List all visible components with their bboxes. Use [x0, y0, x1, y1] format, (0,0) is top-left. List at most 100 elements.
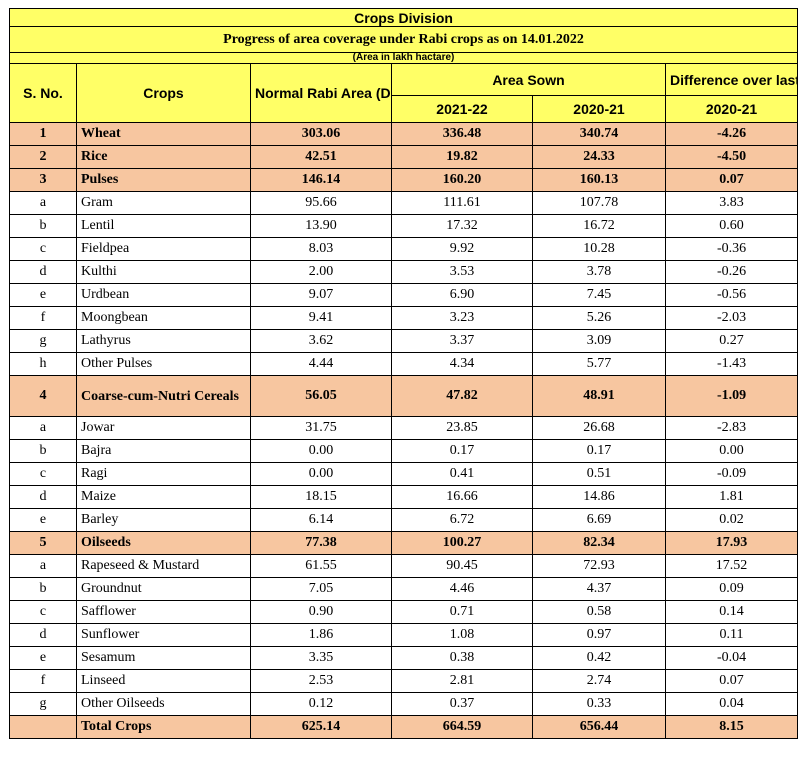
area-2021-22-cell: 0.38: [391, 646, 533, 670]
normal-area-cell: 3.35: [250, 646, 392, 670]
area-2020-21-cell: 0.97: [532, 623, 666, 647]
area-2021-22-cell: 160.20: [391, 168, 533, 192]
crop-name-cell: Oilseeds: [76, 531, 251, 555]
crop-name-cell: Sesamum: [76, 646, 251, 670]
area-2020-21-cell: 16.72: [532, 214, 666, 238]
crop-name-cell: Sunflower: [76, 623, 251, 647]
difference-cell: 0.07: [664, 168, 799, 192]
area-2021-22-cell: 664.59: [391, 715, 533, 739]
normal-area-cell: 8.03: [250, 237, 392, 261]
difference-cell: 0.27: [664, 329, 799, 353]
normal-area-cell: 1.86: [250, 623, 392, 647]
difference-cell: 0.60: [664, 214, 799, 238]
crop-name-cell: Other Oilseeds: [76, 692, 251, 716]
sno-cell: 4: [9, 375, 77, 417]
normal-area-cell: 13.90: [250, 214, 392, 238]
difference-cell: -2.03: [664, 306, 799, 330]
table-row: d Sunflower 1.86 1.08 0.97 0.11: [9, 623, 799, 647]
normal-area-cell: 0.90: [250, 600, 392, 624]
sno-cell: a: [9, 554, 77, 578]
sno-cell: e: [9, 283, 77, 307]
table-row: c Fieldpea 8.03 9.92 10.28 -0.36: [9, 237, 799, 261]
normal-area-cell: 4.44: [250, 352, 392, 376]
crop-name-cell: Rapeseed & Mustard: [76, 554, 251, 578]
area-2020-21-cell: 3.78: [532, 260, 666, 284]
difference-cell: -0.36: [664, 237, 799, 261]
header-year-2021-22: 2021-22: [391, 95, 533, 123]
sno-cell: a: [9, 416, 77, 440]
normal-area-cell: 3.62: [250, 329, 392, 353]
difference-cell: -1.09: [664, 375, 799, 417]
crop-name-cell: Gram: [76, 191, 251, 215]
crop-name-cell: Other Pulses: [76, 352, 251, 376]
crop-name-cell: Rice: [76, 145, 251, 169]
table-row: 3 Pulses 146.14 160.20 160.13 0.07: [9, 168, 799, 192]
area-2021-22-cell: 17.32: [391, 214, 533, 238]
difference-cell: -0.26: [664, 260, 799, 284]
area-2021-22-cell: 16.66: [391, 485, 533, 509]
table-row: d Maize 18.15 16.66 14.86 1.81: [9, 485, 799, 509]
crop-name-cell: Fieldpea: [76, 237, 251, 261]
area-2021-22-cell: 3.23: [391, 306, 533, 330]
difference-cell: -4.26: [664, 122, 799, 146]
area-2020-21-cell: 7.45: [532, 283, 666, 307]
area-2020-21-cell: 160.13: [532, 168, 666, 192]
normal-area-cell: 31.75: [250, 416, 392, 440]
table-row: b Groundnut 7.05 4.46 4.37 0.09: [9, 577, 799, 601]
area-2020-21-cell: 72.93: [532, 554, 666, 578]
area-2020-21-cell: 24.33: [532, 145, 666, 169]
normal-area-cell: 95.66: [250, 191, 392, 215]
table-row: a Jowar 31.75 23.85 26.68 -2.83: [9, 416, 799, 440]
table-row: f Moongbean 9.41 3.23 5.26 -2.03: [9, 306, 799, 330]
area-2020-21-cell: 340.74: [532, 122, 666, 146]
crop-name-cell: Moongbean: [76, 306, 251, 330]
area-2020-21-cell: 0.33: [532, 692, 666, 716]
header-crops: Crops: [76, 63, 251, 123]
crop-name-cell: Bajra: [76, 439, 251, 463]
normal-area-cell: 77.38: [250, 531, 392, 555]
normal-area-cell: 303.06: [250, 122, 392, 146]
table-row: c Ragi 0.00 0.41 0.51 -0.09: [9, 462, 799, 486]
area-2021-22-cell: 6.72: [391, 508, 533, 532]
normal-area-cell: 0.12: [250, 692, 392, 716]
area-2021-22-cell: 4.46: [391, 577, 533, 601]
area-2020-21-cell: 0.58: [532, 600, 666, 624]
sno-cell: c: [9, 462, 77, 486]
difference-cell: 0.14: [664, 600, 799, 624]
crop-name-cell: Maize: [76, 485, 251, 509]
crop-name-cell: Pulses: [76, 168, 251, 192]
area-2020-21-cell: 0.42: [532, 646, 666, 670]
table-row: a Gram 95.66 111.61 107.78 3.83: [9, 191, 799, 215]
difference-cell: 0.02: [664, 508, 799, 532]
area-2020-21-cell: 14.86: [532, 485, 666, 509]
difference-cell: 17.93: [664, 531, 799, 555]
table-row: f Linseed 2.53 2.81 2.74 0.07: [9, 669, 799, 693]
difference-cell: 0.00: [664, 439, 799, 463]
total-row: Total Crops 625.14 664.59 656.44 8.15: [9, 715, 799, 739]
area-2021-22-cell: 100.27: [391, 531, 533, 555]
sno-cell: b: [9, 439, 77, 463]
area-2021-22-cell: 23.85: [391, 416, 533, 440]
header-year-2020-21: 2020-21: [532, 95, 666, 123]
sno-cell: c: [9, 600, 77, 624]
difference-cell: 3.83: [664, 191, 799, 215]
area-2020-21-cell: 656.44: [532, 715, 666, 739]
crop-name-cell: Barley: [76, 508, 251, 532]
sno-cell: 5: [9, 531, 77, 555]
crop-name-cell: Wheat: [76, 122, 251, 146]
area-2021-22-cell: 9.92: [391, 237, 533, 261]
area-2021-22-cell: 3.53: [391, 260, 533, 284]
difference-cell: -4.50: [664, 145, 799, 169]
sno-cell: c: [9, 237, 77, 261]
area-2020-21-cell: 48.91: [532, 375, 666, 417]
normal-area-cell: 0.00: [250, 439, 392, 463]
sno-cell: g: [9, 329, 77, 353]
area-2020-21-cell: 5.77: [532, 352, 666, 376]
sno-cell: e: [9, 646, 77, 670]
area-2021-22-cell: 6.90: [391, 283, 533, 307]
area-2021-22-cell: 19.82: [391, 145, 533, 169]
area-2021-22-cell: 0.17: [391, 439, 533, 463]
page-title: Progress of area coverage under Rabi cro…: [8, 26, 799, 53]
crop-name-cell: Jowar: [76, 416, 251, 440]
normal-area-cell: 9.41: [250, 306, 392, 330]
